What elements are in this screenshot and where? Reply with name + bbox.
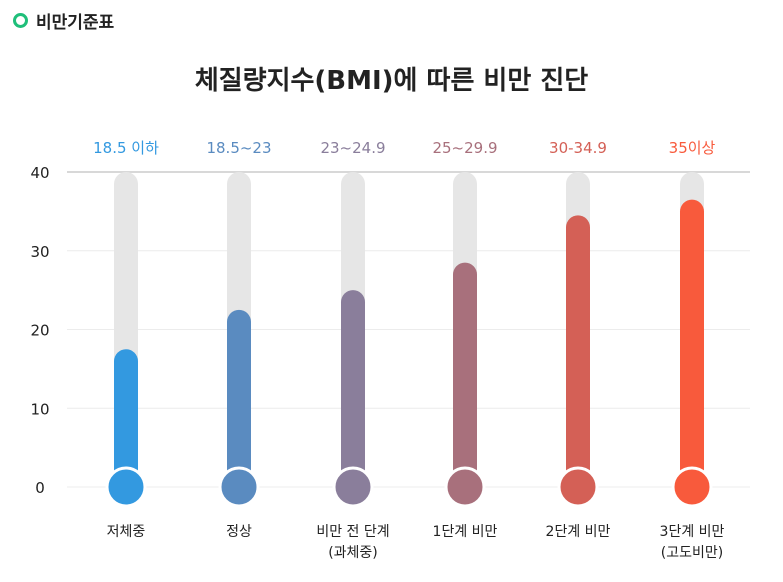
category-label: (과체중) — [328, 545, 378, 561]
bar-bulb — [444, 466, 486, 508]
category-label: 2단계 비만 — [546, 524, 611, 540]
bar — [227, 309, 251, 487]
category-label: 정상 — [226, 524, 252, 540]
y-tick-label: 30 — [30, 243, 49, 261]
category-label: 1단계 비만 — [433, 524, 498, 540]
category-label: 저체중 — [107, 524, 146, 540]
circle-outline-icon — [13, 13, 28, 28]
bar — [566, 215, 590, 487]
range-label: 30-34.9 — [549, 139, 607, 157]
y-tick-label: 0 — [35, 479, 45, 497]
bar-bulb — [105, 466, 147, 508]
bar — [453, 262, 477, 487]
header-label: 비만기준표 — [36, 13, 115, 33]
chart-title: 체질량지수(BMI)에 따른 비만 진단 — [194, 66, 589, 96]
category-label: 3단계 비만 — [660, 524, 725, 540]
y-tick-label: 20 — [30, 322, 49, 340]
bar-bulb — [332, 466, 374, 508]
range-label: 18.5~23 — [206, 139, 271, 157]
range-label: 25~29.9 — [432, 139, 497, 157]
bar — [680, 199, 704, 487]
bar — [341, 290, 365, 487]
header: 비만기준표 — [13, 8, 114, 33]
range-label: 18.5 이하 — [93, 139, 159, 157]
bar-bulb — [671, 466, 713, 508]
range-label: 23~24.9 — [320, 139, 385, 157]
bar-bulb — [218, 466, 260, 508]
y-tick-label: 40 — [30, 164, 49, 182]
bar — [114, 349, 138, 487]
category-label: 비만 전 단계 — [316, 524, 389, 540]
bar-bulb — [557, 466, 599, 508]
range-label: 35이상 — [669, 139, 716, 157]
y-tick-label: 10 — [30, 400, 49, 418]
category-label: (고도비만) — [661, 545, 723, 561]
